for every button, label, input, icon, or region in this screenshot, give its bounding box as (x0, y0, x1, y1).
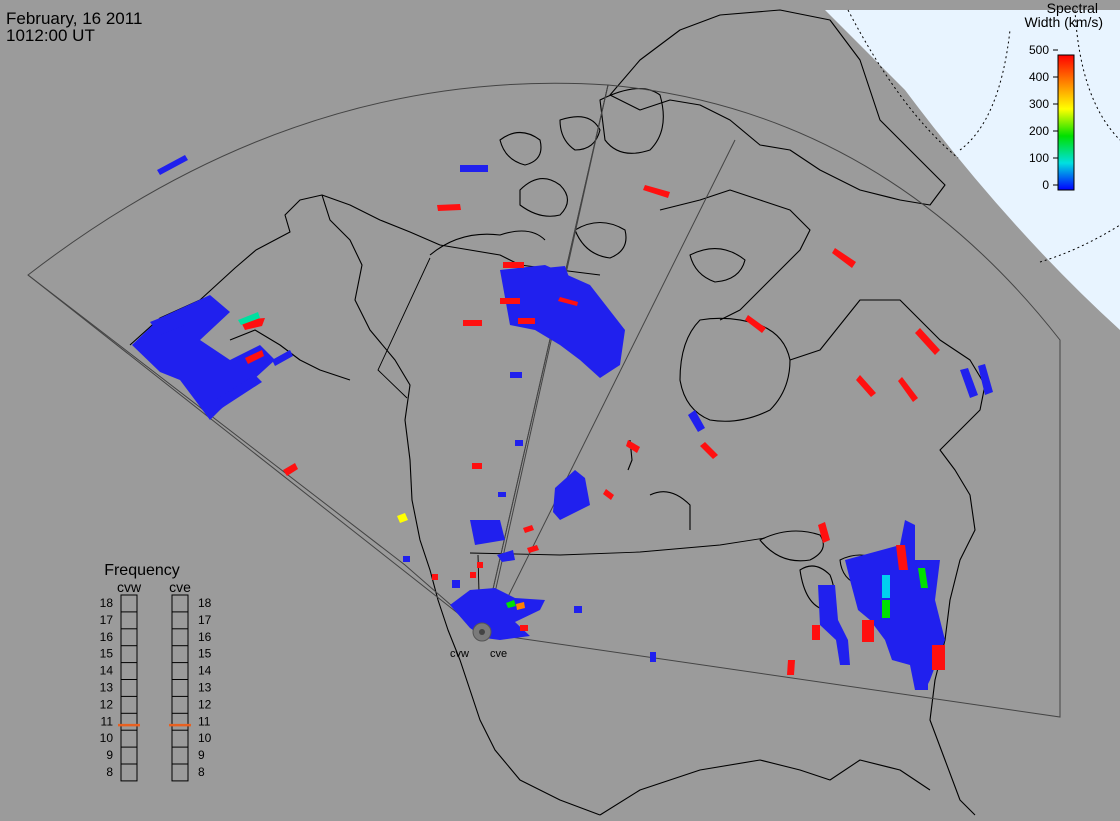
colorbar-tick-label: 500 (1029, 43, 1049, 57)
frequency-scale-label: 12 (198, 697, 212, 711)
colorbar-ticks: 500 400 300 200 100 0 (1029, 43, 1058, 192)
frequency-scale-label: 17 (198, 613, 212, 627)
frequency-column (120, 594, 138, 782)
frequency-scale-label: 10 (198, 731, 212, 745)
frequency-scale-label: 16 (100, 630, 114, 644)
colorbar-tick-label: 400 (1029, 70, 1049, 84)
frequency-title: Frequency (104, 562, 180, 579)
frequency-scale-label: 18 (198, 596, 212, 610)
polar-cap-region (825, 10, 1120, 330)
scatter-high-width (240, 185, 945, 675)
colorbar-title-line1: Spectral (1047, 0, 1098, 16)
time-label: 1012:00 UT (6, 26, 95, 45)
frequency-scale-label: 15 (100, 647, 114, 661)
frequency-radar-cve: cve (169, 579, 191, 595)
frequency-scale-label: 11 (101, 714, 114, 728)
frequency-scale-label: 12 (100, 697, 114, 711)
frequency-scale-label: 8 (198, 765, 205, 779)
frequency-radar-cvw: cvw (117, 579, 142, 595)
frequency-scale-label: 18 (100, 596, 114, 610)
colorbar-tick-label: 100 (1029, 151, 1049, 165)
radar-label-cvw: cvw (450, 648, 469, 660)
frequency-scale-label: 14 (198, 664, 212, 678)
frequency-scale-label: 13 (100, 681, 114, 695)
colorbar-title-line2: Width (km/s) (1024, 14, 1103, 30)
frequency-panel: Frequency cvw cve 1817161514131211109818… (100, 562, 212, 782)
frequency-scale-label: 9 (106, 748, 113, 762)
frequency-scale-label: 16 (198, 630, 212, 644)
radar-label-cve: cve (490, 648, 507, 660)
radar-sites (472, 622, 492, 642)
date-label: February, 16 2011 (6, 9, 143, 28)
colorbar-legend: Spectral Width (km/s) 500 400 300 200 100 0 (1024, 0, 1103, 192)
colorbar-tick-label: 200 (1029, 124, 1049, 138)
colorbar-tick-label: 0 (1042, 178, 1049, 192)
scatter-low-width (132, 155, 993, 690)
frequency-scale-label: 8 (106, 765, 113, 779)
frequency-scale-label: 13 (198, 681, 212, 695)
frequency-column (171, 594, 189, 782)
frequency-scale-label: 14 (100, 664, 114, 678)
frequency-scale-label: 17 (100, 613, 114, 627)
frequency-scale-label: 15 (198, 647, 212, 661)
frequency-scale: 18 17 16 15 14 13 12 11 10 9 8 18 17 16 15 14 13 12 11 10 9 8 (100, 594, 212, 782)
frequency-scale-label: 11 (198, 714, 211, 728)
latitude-rings (847, 9, 1120, 263)
colorbar-tick-label: 300 (1029, 97, 1049, 111)
frequency-scale-label: 9 (198, 748, 205, 762)
frequency-scale-label: 10 (100, 731, 114, 745)
coastlines (129, 9, 986, 816)
colorbar-gradient (1057, 54, 1075, 191)
scatter-mid-width (238, 312, 928, 618)
